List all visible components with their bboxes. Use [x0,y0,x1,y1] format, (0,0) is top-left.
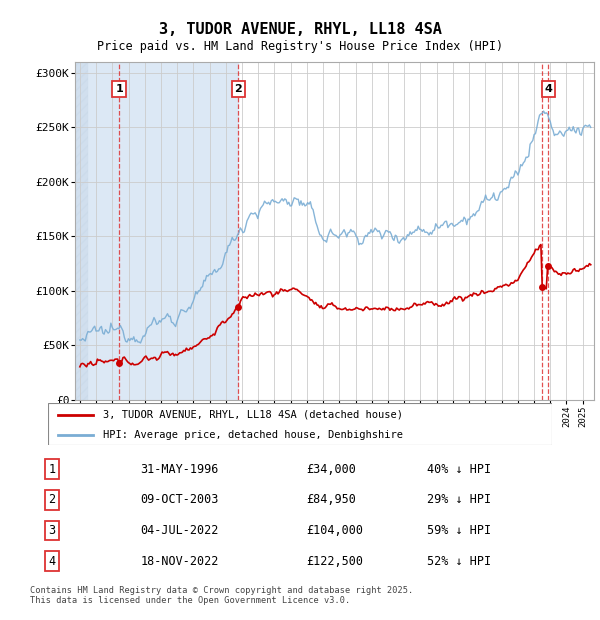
Text: Contains HM Land Registry data © Crown copyright and database right 2025.
This d: Contains HM Land Registry data © Crown c… [30,586,413,605]
Text: 4: 4 [49,554,56,567]
Text: HPI: Average price, detached house, Denbighshire: HPI: Average price, detached house, Denb… [103,430,403,440]
Text: 59% ↓ HPI: 59% ↓ HPI [427,524,491,537]
Text: 3, TUDOR AVENUE, RHYL, LL18 4SA: 3, TUDOR AVENUE, RHYL, LL18 4SA [158,22,442,37]
Text: 40% ↓ HPI: 40% ↓ HPI [427,463,491,476]
Text: £34,000: £34,000 [306,463,356,476]
Text: 18-NOV-2022: 18-NOV-2022 [140,554,219,567]
Text: £84,950: £84,950 [306,494,356,506]
Text: 04-JUL-2022: 04-JUL-2022 [140,524,219,537]
Text: 52% ↓ HPI: 52% ↓ HPI [427,554,491,567]
Text: 3, TUDOR AVENUE, RHYL, LL18 4SA (detached house): 3, TUDOR AVENUE, RHYL, LL18 4SA (detache… [103,410,403,420]
Text: 4: 4 [544,84,552,94]
Text: 2: 2 [49,494,56,506]
Bar [75,62,88,400]
Text: 31-MAY-1996: 31-MAY-1996 [140,463,219,476]
Text: 1: 1 [115,84,123,94]
Text: 29% ↓ HPI: 29% ↓ HPI [427,494,491,506]
Text: 09-OCT-2003: 09-OCT-2003 [140,494,219,506]
Text: 2: 2 [235,84,242,94]
Text: £122,500: £122,500 [306,554,363,567]
Text: £104,000: £104,000 [306,524,363,537]
Text: 1: 1 [49,463,56,476]
Text: Price paid vs. HM Land Registry's House Price Index (HPI): Price paid vs. HM Land Registry's House … [97,40,503,53]
Bar [75,62,238,400]
Text: 3: 3 [49,524,56,537]
FancyBboxPatch shape [48,403,552,445]
